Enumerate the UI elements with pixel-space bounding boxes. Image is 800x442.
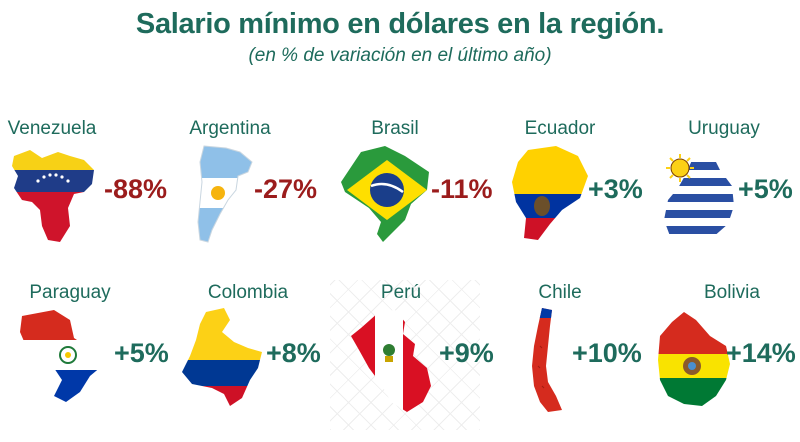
page-subtitle: (en % de variación en el último año) <box>248 45 552 66</box>
colombia-flag-map <box>182 308 262 406</box>
ecuador-flag-map <box>512 146 588 240</box>
brazil-flag-map <box>341 146 429 242</box>
country-colombia: Colombia +8% <box>150 282 321 442</box>
country-name: Colombia <box>207 282 289 303</box>
change-value: +5% <box>114 338 169 368</box>
country-name: Brasil <box>371 118 419 139</box>
change-value: +3% <box>588 174 643 204</box>
change-value: +14% <box>726 338 796 368</box>
change-value: +8% <box>266 338 321 368</box>
country-paraguay: Paraguay +5% <box>0 282 169 442</box>
peru-flag-map <box>351 310 431 412</box>
chile-flag-map <box>532 308 562 412</box>
country-name: Uruguay <box>688 118 760 139</box>
uruguay-flag-map <box>664 150 734 240</box>
change-value: -88% <box>104 174 168 204</box>
change-value: +5% <box>738 174 793 204</box>
country-name: Chile <box>538 282 582 303</box>
country-peru: Perú +9% <box>325 282 494 442</box>
country-venezuela: Venezuela -88% <box>0 118 167 278</box>
country-name: Venezuela <box>7 118 97 139</box>
change-value: +9% <box>439 338 494 368</box>
country-name: Paraguay <box>29 282 111 303</box>
change-value: +10% <box>572 338 642 368</box>
change-value: -27% <box>254 174 318 204</box>
country-name: Ecuador <box>524 118 596 139</box>
bolivia-flag-map <box>658 312 730 406</box>
country-brasil: Brasil -11% <box>325 118 493 278</box>
country-name: Argentina <box>189 118 271 139</box>
country-uruguay: Uruguay +5% <box>650 118 800 278</box>
paraguay-flag-map <box>20 310 104 402</box>
change-value: -11% <box>431 174 493 204</box>
country-name: Perú <box>380 282 422 303</box>
sun-emblem <box>666 154 694 182</box>
country-ecuador: Ecuador +3% <box>500 118 660 278</box>
country-argentina: Argentina -27% <box>150 118 317 278</box>
page-title: Salario mínimo en dólares en la región. <box>135 8 665 40</box>
country-chile: Chile +10% <box>500 282 660 442</box>
venezuela-flag-map <box>12 150 94 242</box>
country-name: Bolivia <box>704 282 760 303</box>
country-bolivia: Bolivia +14% <box>650 282 800 442</box>
argentina-flag-map <box>197 145 253 243</box>
